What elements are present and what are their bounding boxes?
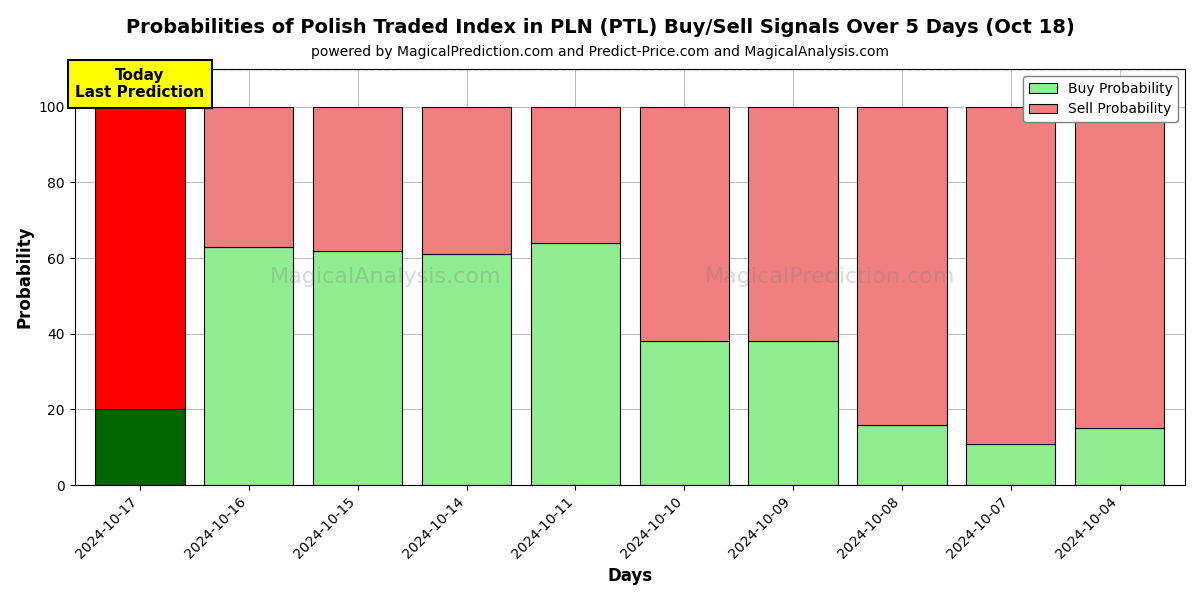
X-axis label: Days: Days bbox=[607, 567, 653, 585]
Bar bbox=[204, 107, 294, 247]
Bar bbox=[204, 247, 294, 485]
Bar bbox=[530, 243, 620, 485]
Bar bbox=[857, 107, 947, 425]
Bar bbox=[966, 107, 1056, 443]
Bar bbox=[530, 107, 620, 243]
Bar bbox=[640, 341, 728, 485]
Text: MagicalPrediction.com: MagicalPrediction.com bbox=[704, 267, 955, 287]
Bar bbox=[95, 409, 185, 485]
Bar bbox=[422, 107, 511, 254]
Text: MagicalAnalysis.com: MagicalAnalysis.com bbox=[270, 267, 502, 287]
Bar bbox=[749, 107, 838, 341]
Bar bbox=[640, 107, 728, 341]
Bar bbox=[422, 254, 511, 485]
Bar bbox=[749, 341, 838, 485]
Bar bbox=[1075, 428, 1164, 485]
Text: powered by MagicalPrediction.com and Predict-Price.com and MagicalAnalysis.com: powered by MagicalPrediction.com and Pre… bbox=[311, 45, 889, 59]
Bar bbox=[857, 425, 947, 485]
Bar bbox=[1075, 107, 1164, 428]
Bar bbox=[95, 107, 185, 409]
Y-axis label: Probability: Probability bbox=[16, 226, 34, 328]
Bar bbox=[313, 107, 402, 251]
Bar bbox=[313, 251, 402, 485]
Legend: Buy Probability, Sell Probability: Buy Probability, Sell Probability bbox=[1024, 76, 1178, 122]
Text: Probabilities of Polish Traded Index in PLN (PTL) Buy/Sell Signals Over 5 Days (: Probabilities of Polish Traded Index in … bbox=[126, 18, 1074, 37]
Bar bbox=[966, 443, 1056, 485]
Text: Today
Last Prediction: Today Last Prediction bbox=[76, 68, 204, 100]
